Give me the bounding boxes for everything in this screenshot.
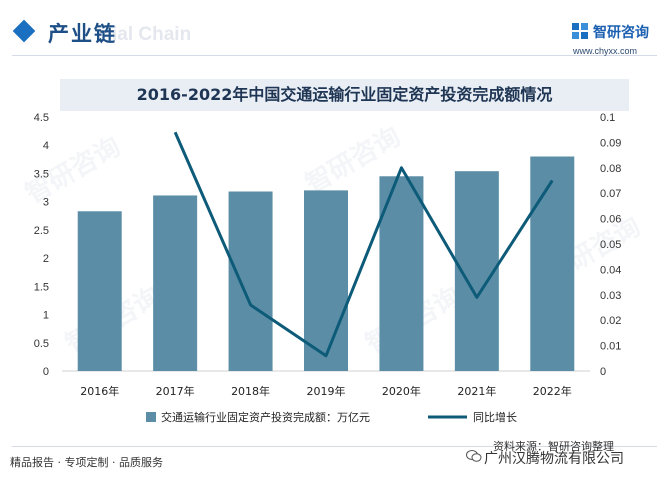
bar xyxy=(530,156,575,371)
chart-title: 2016-2022年中国交通运输行业固定资产投资完成额情况 xyxy=(136,85,553,104)
left-axis-tick-label: 1 xyxy=(43,310,49,322)
brand-logo: 智研咨询 www.chyxx.com xyxy=(571,20,663,60)
chart-title-band xyxy=(60,79,629,111)
left-axis-ticks: 0 0.5 1 1.5 2 2.5 3 3.5 4 4.5 xyxy=(34,112,49,378)
right-axis-tick-label: 0.04 xyxy=(600,264,621,276)
bar xyxy=(304,190,348,371)
left-axis-tick-label: 4 xyxy=(43,140,49,152)
bar xyxy=(77,211,122,371)
left-axis-tick-label: 3.5 xyxy=(34,168,49,180)
right-axis-tick-label: 0.03 xyxy=(600,290,621,302)
left-axis-tick-label: 0.5 xyxy=(34,338,49,350)
right-axis-tick-label: 0 xyxy=(600,366,606,378)
bar xyxy=(379,176,424,371)
right-axis-tick-label: 0.08 xyxy=(600,163,621,175)
left-axis-tick-label: 2 xyxy=(43,253,49,265)
left-axis-tick-label: 4.5 xyxy=(34,112,49,124)
right-axis-tick-label: 0.05 xyxy=(600,239,621,251)
source-note: 资料来源：智研咨询整理 xyxy=(493,440,614,453)
bar xyxy=(153,195,198,371)
x-axis-tick-label: 2017年 xyxy=(156,384,195,398)
bar xyxy=(228,191,273,371)
footer-slogan: 精品报告 · 专项定制 · 品质服务 xyxy=(10,456,163,469)
right-axis-tick-label: 0.07 xyxy=(600,188,621,200)
x-axis-tick-label: 2022年 xyxy=(533,384,572,398)
right-axis-tick-label: 0.02 xyxy=(600,315,621,327)
bar-series xyxy=(77,156,575,371)
x-axis-ticks: 2016年 2017年 2018年 2019年 2020年 2021年 2022年 xyxy=(80,384,572,398)
left-axis-tick-label: 2.5 xyxy=(34,225,49,237)
x-axis-tick-label: 2018年 xyxy=(231,384,270,398)
header-watermark: ial Chain xyxy=(112,24,192,45)
footer-divider xyxy=(12,446,657,447)
growth-line-series xyxy=(173,131,554,358)
left-axis-tick-label: 1.5 xyxy=(34,281,49,293)
legend-bar-label: 交通运输行业固定资产投资完成额：万亿元 xyxy=(161,410,370,424)
brand-name: 智研咨询 xyxy=(593,25,649,41)
page-title: 产业链 xyxy=(48,22,117,46)
zhiyan-logo-icon xyxy=(572,23,588,39)
x-axis-tick-label: 2019年 xyxy=(307,384,346,398)
legend-line-label: 同比增长 xyxy=(473,410,517,424)
x-axis-tick-label: 2020年 xyxy=(382,384,421,398)
x-axis-tick-label: 2016年 xyxy=(80,384,119,398)
x-axis-tick-label: 2021年 xyxy=(457,384,496,398)
right-axis-ticks: 0 0.01 0.02 0.03 0.04 0.05 0.06 0.07 0.08 0.09 0.1 xyxy=(600,112,621,378)
legend: 交通运输行业固定资产投资完成额：万亿元 同比增长 xyxy=(146,410,517,424)
legend-bar-swatch xyxy=(146,412,156,422)
left-axis-tick-label: 0 xyxy=(43,366,49,378)
left-axis-tick-label: 3 xyxy=(43,197,49,209)
wechat-account-name: 广州汉腾物流有限公司 xyxy=(484,451,624,467)
brand-url: www.chyxx.com xyxy=(573,46,638,56)
right-axis-tick-label: 0.1 xyxy=(600,112,615,124)
wechat-icon xyxy=(466,450,482,462)
right-axis-tick-label: 0.01 xyxy=(600,341,621,353)
right-axis-tick-label: 0.09 xyxy=(600,137,621,149)
right-axis-tick-label: 0.06 xyxy=(600,214,621,226)
header-divider xyxy=(12,55,657,56)
page-header: ial Chain 产业链 xyxy=(0,0,669,72)
